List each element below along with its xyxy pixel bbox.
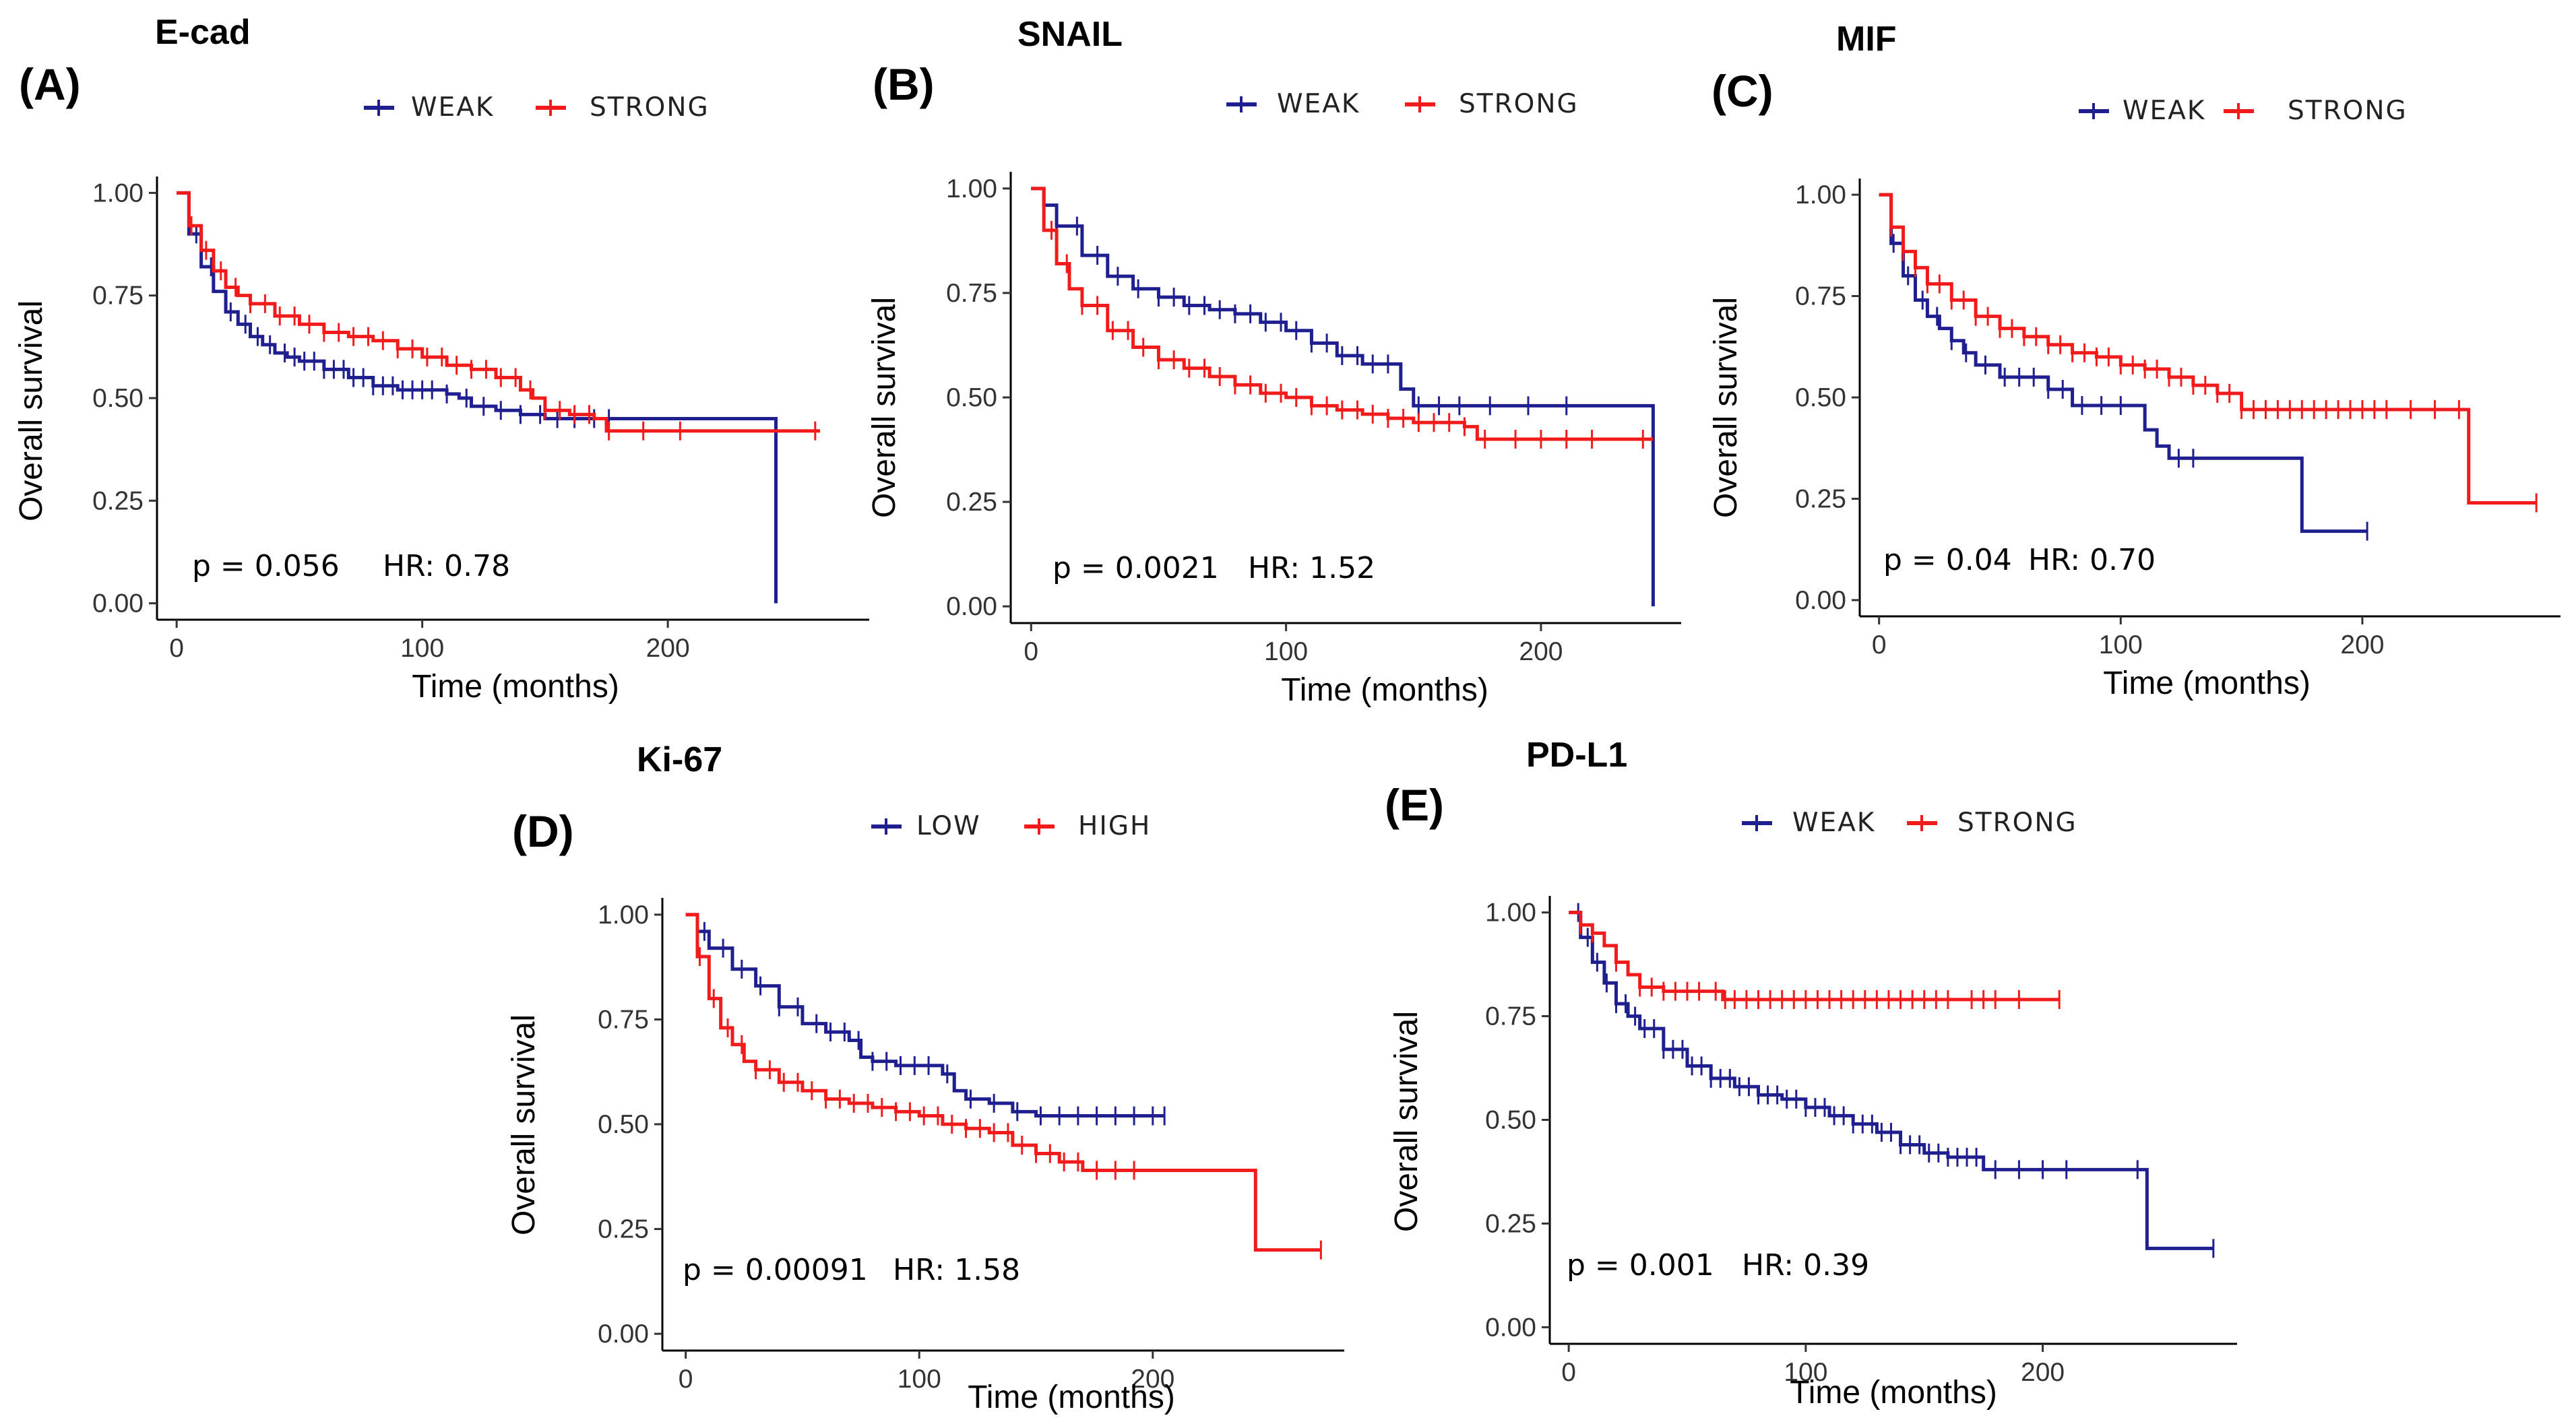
panel-c-x-tick-label: 200 — [2340, 630, 2384, 659]
panel-d-ylabel: Overall survival — [506, 1014, 542, 1235]
panel-b-y-tick-label: 1.00 — [946, 174, 997, 203]
panel-e-x-tick-label: 100 — [1784, 1358, 1827, 1387]
panel-d-hr: HR: 1.58 — [893, 1253, 1020, 1287]
panel-e: PD-L1 (E) WEAK STRONG 0.00 0.25 0.50 0.75 1.… — [1385, 736, 2237, 1411]
panel-a-xlabel: Time (months) — [412, 669, 619, 705]
panel-b-x-tick-label: 100 — [1264, 637, 1308, 666]
panel-c-x-tick-label: 100 — [2099, 630, 2143, 659]
panel-c-y-tick-label: 0.00 — [1795, 586, 1846, 615]
panel-b-y-tick-label: 0.75 — [946, 279, 997, 308]
panel-d-legend-high: HIGH — [1078, 811, 1151, 841]
panel-e-ylabel: Overall survival — [1389, 1011, 1424, 1232]
panel-c-plot: 0.00 0.25 0.50 0.75 1.00 0 100 200 — [1795, 179, 2561, 659]
panel-a-y-tick-label: 0.00 — [92, 589, 144, 618]
panel-d-y-tick-label: 0.75 — [598, 1005, 649, 1034]
panel-a-p-value: p = 0.056 — [192, 549, 340, 583]
panel-b-p-value: p = 0.0021 — [1053, 551, 1219, 585]
panel-b-title: SNAIL — [1017, 15, 1123, 54]
panel-b-label: (B) — [873, 59, 935, 109]
panel-e-legend: WEAK STRONG — [1742, 808, 2077, 838]
panel-c-x-tick-label: 0 — [1872, 630, 1887, 659]
panel-a-ylabel: Overall survival — [13, 300, 49, 521]
panel-b-plot: 0.00 0.25 0.50 0.75 1.00 0 100 200 — [946, 172, 1681, 666]
panel-d-plot: 0.00 0.25 0.50 0.75 1.00 0 100 200 — [598, 898, 1344, 1394]
panel-c-label: (C) — [1711, 66, 1773, 116]
panel-c-ylabel: Overall survival — [1708, 297, 1744, 518]
panel-b-legend-weak: WEAK — [1277, 89, 1360, 119]
panel-b-legend: WEAK STRONG — [1226, 89, 1579, 119]
panel-d-y-tick-label: 0.50 — [598, 1110, 649, 1139]
panel-a-hr: HR: 0.78 — [383, 549, 510, 583]
panel-c-p-value: p = 0.04 — [1883, 543, 2012, 577]
panel-d-x-tick-label: 200 — [1131, 1365, 1174, 1394]
panel-e-hr: HR: 0.39 — [1742, 1248, 1869, 1283]
panel-a-x-tick-label: 100 — [400, 634, 444, 663]
panel-e-title: PD-L1 — [1526, 736, 1627, 775]
panel-b-hr: HR: 1.52 — [1248, 551, 1375, 585]
panel-e-legend-weak: WEAK — [1792, 808, 1875, 838]
panel-b-legend-strong: STRONG — [1459, 89, 1579, 119]
panel-e-y-tick-label: 0.25 — [1485, 1209, 1536, 1238]
panel-c-y-tick-label: 0.75 — [1795, 282, 1846, 311]
panel-b-y-tick-label: 0.25 — [946, 488, 997, 517]
panel-c: MIF (C) WEAK STRONG 0.00 0.25 0.50 0.75 1.00… — [1708, 20, 2561, 701]
panel-a-y-tick-label: 0.25 — [92, 486, 144, 515]
panel-c-xlabel: Time (months) — [2103, 666, 2311, 701]
panel-e-y-tick-label: 0.50 — [1485, 1106, 1536, 1135]
panel-d: Ki-67 (D) LOW HIGH 0.000.250.500.751.000… — [506, 740, 1344, 1415]
panel-b-x-tick-label: 200 — [1519, 637, 1563, 666]
panel-b-xlabel: Time (months) — [1281, 672, 1488, 708]
panel-d-y-tick-label: 0.25 — [598, 1215, 649, 1244]
panel-d-y-tick-label: 0.00 — [598, 1320, 649, 1349]
panel-c-curve-weak — [1879, 193, 2368, 533]
panel-a-x-tick-label: 200 — [646, 634, 690, 663]
panel-d-legend-low: LOW — [916, 811, 981, 841]
panel-d-xlabel: Time (months) — [968, 1380, 1175, 1415]
panel-a-legend-weak: WEAK — [411, 92, 494, 123]
panel-c-legend: WEAK STRONG — [2079, 96, 2408, 126]
panel-e-p-value: p = 0.001 — [1567, 1248, 1714, 1283]
panel-d-x-tick-label: 0 — [679, 1365, 693, 1394]
panel-e-y-tick-label: 1.00 — [1485, 899, 1536, 928]
panel-b-y-tick-label: 0.00 — [946, 592, 997, 621]
panel-b-y-tick-label: 0.50 — [946, 383, 997, 412]
panel-c-y-tick-label: 0.25 — [1795, 484, 1846, 513]
panel-c-legend-weak: WEAK — [2123, 96, 2205, 126]
panel-e-y-tick-label: 0.75 — [1485, 1002, 1536, 1031]
panel-b-x-tick-label: 0 — [1024, 637, 1038, 666]
panel-a-label: (A) — [19, 59, 81, 109]
panel-d-curve-weak — [685, 913, 1165, 1118]
panel-e-xlabel: Time (months) — [1790, 1375, 1997, 1411]
panel-a-y-tick-label: 0.75 — [92, 282, 144, 311]
panel-e-plot: 0.00 0.25 0.50 0.75 1.00 0 100 200 — [1485, 896, 2237, 1387]
panel-a: E-cad (A) WEAK STRONG 0.00 0.25 0.50 0.75 1.… — [13, 13, 869, 705]
panel-c-legend-strong: STRONG — [2288, 96, 2408, 126]
panel-b: SNAIL (B) WEAK STRONG 0.00 0.25 0.50 0.75 1.… — [867, 15, 1681, 708]
panel-d-y-tick-label: 1.00 — [598, 901, 649, 930]
panel-a-x-tick-label: 0 — [169, 634, 184, 663]
panel-a-title: E-cad — [155, 13, 251, 52]
panel-a-plot: 0.00 0.25 0.50 0.75 1.00 0 100 200 — [92, 176, 869, 663]
panel-e-x-tick-label: 200 — [2021, 1358, 2065, 1387]
panel-c-title: MIF — [1836, 20, 1897, 59]
panel-a-y-tick-label: 1.00 — [92, 179, 144, 207]
panel-a-y-tick-label: 0.50 — [92, 384, 144, 413]
panel-e-legend-strong: STRONG — [1957, 808, 2077, 838]
panel-c-y-tick-label: 0.50 — [1795, 383, 1846, 412]
panel-d-label: (D) — [512, 806, 574, 856]
panel-a-legend-strong: STRONG — [590, 92, 710, 123]
panel-d-legend: LOW HIGH — [871, 811, 1151, 841]
panel-c-hr: HR: 0.70 — [2028, 543, 2156, 577]
panel-a-legend: WEAK STRONG — [364, 92, 710, 123]
panel-d-p-value: p = 0.00091 — [683, 1253, 868, 1287]
panel-e-x-tick-label: 0 — [1561, 1358, 1576, 1387]
panel-e-label: (E) — [1385, 780, 1444, 830]
panel-b-ylabel: Overall survival — [867, 297, 902, 518]
panel-c-y-tick-label: 1.00 — [1795, 181, 1846, 209]
panel-d-x-tick-label: 100 — [898, 1365, 941, 1394]
panel-d-title: Ki-67 — [637, 740, 722, 779]
panel-e-y-tick-label: 0.00 — [1485, 1313, 1536, 1342]
